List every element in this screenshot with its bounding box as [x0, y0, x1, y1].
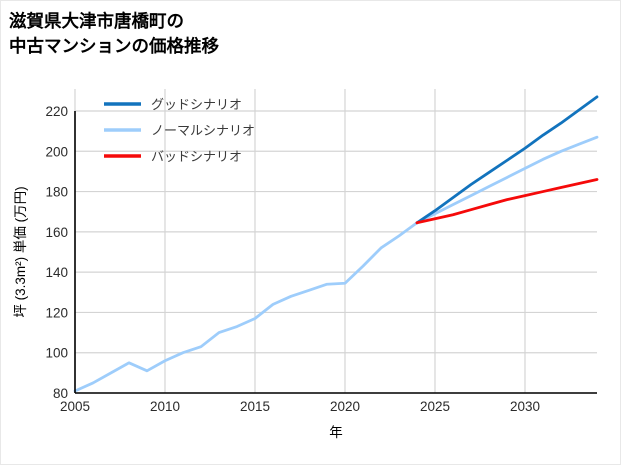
series-line-グッドシナリオ: [415, 95, 599, 225]
data-series-layer: [73, 95, 599, 393]
y-tick-label: 160: [45, 225, 68, 240]
y-tick-label: 140: [45, 265, 68, 280]
y-tick-label: 120: [45, 305, 68, 320]
legend-label-バッドシナリオ: バッドシナリオ: [151, 149, 242, 164]
gridlines: [74, 89, 597, 394]
series-line-バッドシナリオ: [415, 178, 599, 225]
y-axis-title: 坪 (3.3m²) 単価 (万円): [13, 186, 28, 317]
y-tick-label: 80: [53, 386, 68, 401]
y-tick-labels: 80 100 120 140 160 180 200 220: [45, 104, 68, 401]
series-line-ノーマルシナリオ: [73, 135, 599, 393]
x-tick-label: 2030: [510, 399, 540, 414]
y-tick-label: 100: [45, 346, 68, 361]
axis-lines: [74, 111, 597, 394]
x-tick-label: 2025: [420, 399, 450, 414]
x-tick-label: 2005: [60, 399, 90, 414]
y-tick-label: 200: [45, 144, 68, 159]
y-tick-label: 220: [45, 104, 68, 119]
legend-label-ノーマルシナリオ: ノーマルシナリオ: [151, 123, 255, 138]
x-tick-label: 2015: [240, 399, 270, 414]
y-tick-label: 180: [45, 185, 68, 200]
legend-label-グッドシナリオ: グッドシナリオ: [151, 97, 242, 112]
x-axis-title: 年: [329, 425, 343, 440]
x-tick-label: 2010: [150, 399, 180, 414]
chart-title: 滋賀県大津市唐橋町の 中古マンションの価格推移: [9, 11, 219, 56]
x-tick-label: 2020: [330, 399, 360, 414]
x-tick-labels: 2005 2010 2015 2020 2025 2030: [60, 399, 540, 414]
